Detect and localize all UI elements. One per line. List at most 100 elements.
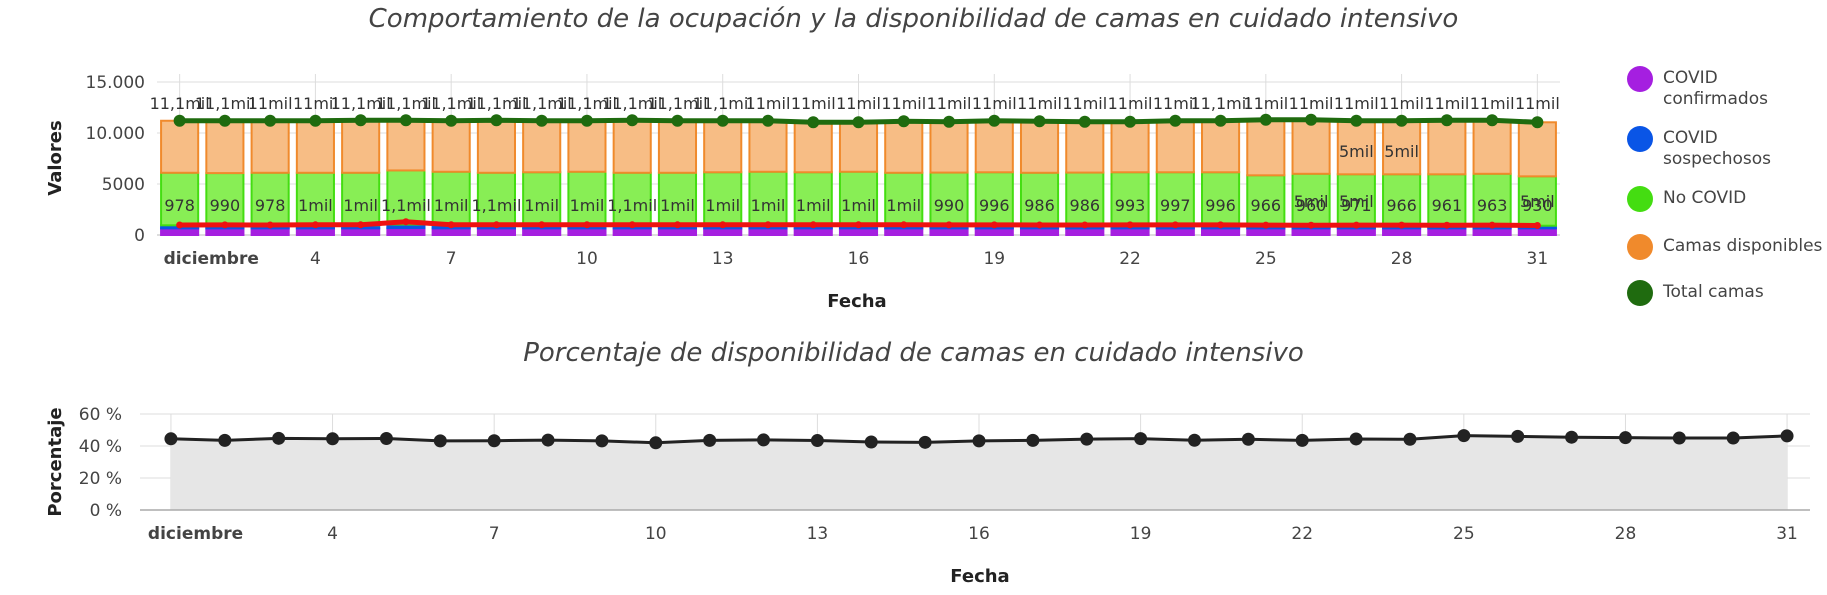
- percent-point: [326, 432, 340, 446]
- ocupadas-point: [1126, 221, 1134, 229]
- y-tick-label: 0: [134, 226, 145, 246]
- total-camas-point: [852, 116, 865, 129]
- ocupadas-point: [1443, 221, 1451, 229]
- x-tick-label: 22: [1119, 249, 1141, 269]
- total-camas-data-label: 11mil: [791, 94, 836, 113]
- total-camas-point: [761, 114, 774, 127]
- total-camas-data-label: 11,1mil: [331, 94, 391, 113]
- bar-segment-camas-disponibles: [522, 119, 562, 174]
- no-covid-data-label: 986: [1024, 196, 1055, 215]
- bar-segment-no-covid: [1246, 174, 1286, 227]
- y-axis-title: Valores: [45, 120, 66, 195]
- ocupadas-point: [311, 221, 319, 229]
- total-camas-point: [716, 114, 729, 127]
- y-tick-label: 15.000: [86, 73, 145, 93]
- bar-segment-camas-disponibles: [1427, 119, 1467, 176]
- ocupadas-point: [1262, 221, 1270, 229]
- camas-disponibles-data-label: 5mil: [1294, 192, 1329, 211]
- total-camas-point: [1214, 114, 1227, 127]
- total-camas-point: [1486, 114, 1499, 127]
- percent-point: [649, 436, 663, 450]
- total-camas-data-label: 11,1mil: [195, 94, 255, 113]
- bar-segment-camas-disponibles: [1201, 119, 1241, 174]
- legend-item-covid-confirmados[interactable]: COVID confirmados: [1627, 66, 1827, 126]
- x-tick-label: 16: [848, 249, 870, 269]
- bar-segment-no-covid: [1382, 173, 1422, 227]
- no-covid-data-label: 930: [1522, 196, 1553, 215]
- no-covid-data-label: 1mil: [796, 196, 831, 215]
- legend-item-no-covid[interactable]: No COVID: [1627, 186, 1827, 234]
- y-tick-label: 20 %: [79, 469, 122, 489]
- legend-swatch: [1627, 280, 1653, 306]
- percent-point: [379, 431, 393, 445]
- ocupadas-point: [673, 221, 681, 229]
- legend-item-covid-sospechosos[interactable]: COVID sospechosos: [1627, 126, 1827, 186]
- no-covid-data-label: 1mil: [434, 196, 469, 215]
- bar-segment-camas-disponibles: [567, 119, 607, 173]
- bar-segment-camas-disponibles: [657, 119, 698, 174]
- x-tick-label: 31: [1527, 249, 1549, 269]
- ocupadas-point: [809, 221, 817, 229]
- legend-item-total-camas[interactable]: Total camas: [1627, 280, 1827, 340]
- legend-item-camas-disponibles[interactable]: Camas disponibles: [1627, 234, 1827, 280]
- total-camas-data-label: 11mil: [836, 94, 881, 113]
- bar-segment-camas-disponibles: [612, 119, 652, 174]
- total-camas-data-label: 11,1mil: [466, 94, 526, 113]
- ocupadas-point: [1533, 222, 1541, 230]
- total-camas-data-label: 11mil: [1062, 94, 1107, 113]
- total-camas-point: [1531, 116, 1544, 129]
- bar-segment-camas-disponibles: [160, 119, 200, 174]
- total-camas-point: [264, 114, 277, 127]
- bar-segment-camas-disponibles: [1517, 121, 1557, 178]
- legend-swatch: [1627, 66, 1653, 92]
- no-covid-data-label: 966: [1251, 196, 1282, 215]
- camas-disponibles-data-label: 5mil: [1339, 192, 1374, 211]
- top-chart-title: Comportamiento de la ocupación y la disp…: [368, 4, 1459, 34]
- x-tick-label: 13: [807, 524, 829, 544]
- bar-segment-no-covid: [793, 171, 833, 227]
- legend-swatch: [1627, 234, 1653, 260]
- total-camas-point: [1033, 115, 1046, 128]
- total-camas-point: [218, 114, 231, 127]
- total-camas-point: [897, 115, 910, 128]
- no-covid-data-label: 1mil: [570, 196, 605, 215]
- total-camas-data-label: 11mil: [1515, 94, 1560, 113]
- bar-segment-camas-disponibles: [1110, 120, 1150, 174]
- no-covid-data-label: 963: [1477, 196, 1508, 215]
- percent-point: [1349, 432, 1363, 446]
- legend-swatch: [1627, 126, 1653, 152]
- total-camas-point: [490, 114, 503, 127]
- ocupadas-point: [945, 221, 953, 229]
- ocupadas-point: [492, 221, 500, 229]
- bar-segment-no-covid: [1155, 171, 1195, 227]
- bar-segment-camas-disponibles: [1382, 119, 1422, 176]
- total-camas-data-label: 11mil: [927, 94, 972, 113]
- total-camas-point: [445, 114, 458, 127]
- percent-point: [272, 431, 286, 445]
- bar-segment-no-covid: [1517, 175, 1557, 227]
- ocupadas-point: [266, 221, 274, 229]
- ocupadas-point: [628, 221, 636, 229]
- x-tick-label: 13: [712, 249, 734, 269]
- percent-point: [487, 434, 501, 448]
- bar-segment-camas-disponibles: [295, 119, 335, 174]
- no-covid-data-label: 1mil: [705, 196, 740, 215]
- x-tick-label: 19: [1130, 524, 1152, 544]
- no-covid-data-label: 986: [1070, 196, 1101, 215]
- bar-segment-no-covid: [431, 170, 471, 227]
- percent-point: [1080, 432, 1094, 446]
- bar-segment-camas-disponibles: [250, 119, 290, 174]
- x-tick-label: 16: [968, 524, 990, 544]
- percent-point: [1511, 429, 1525, 443]
- percent-point: [972, 434, 986, 448]
- total-camas-data-label: 11,1mil: [647, 94, 707, 113]
- total-camas-data-label: 11mil: [881, 94, 926, 113]
- bar-segment-camas-disponibles: [1291, 118, 1331, 175]
- total-camas-point: [988, 114, 1001, 127]
- camas-disponibles-data-label: 5mil: [1384, 142, 1419, 161]
- camas-disponibles-data-label: 5mil: [1520, 192, 1555, 211]
- no-covid-data-label: 1mil: [298, 196, 333, 215]
- x-tick-label: 10: [576, 249, 598, 269]
- total-camas-data-label: 11mil: [746, 94, 791, 113]
